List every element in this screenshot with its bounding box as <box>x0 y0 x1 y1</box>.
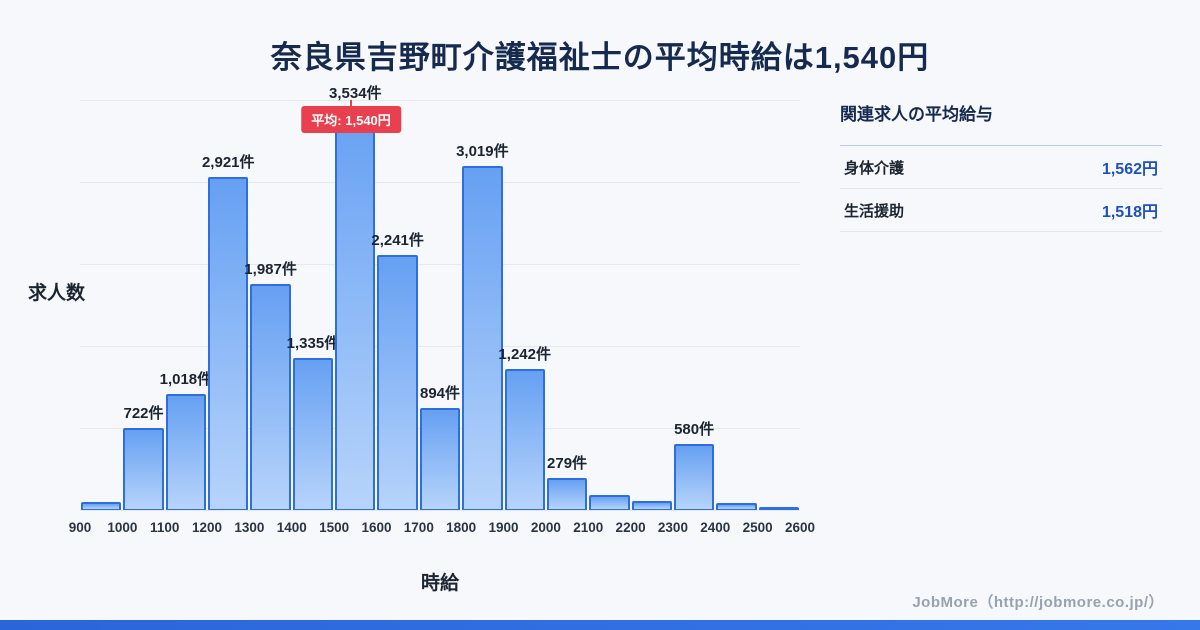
x-tick-label: 1000 <box>107 520 138 535</box>
bar-value-label: 2,921件 <box>201 154 255 172</box>
histogram-bar <box>335 107 376 510</box>
histogram-bar <box>250 283 291 510</box>
histogram-bar <box>208 177 249 510</box>
bar-value-label: 1,018件 <box>159 371 213 389</box>
x-tick-label: 2200 <box>615 520 646 535</box>
y-axis-label: 求人数 <box>28 283 86 304</box>
wage-histogram: 平均: 1,540円 722件 1,018件 2,921件 1,987件 1,335件 3… <box>80 85 800 511</box>
histogram-bar <box>419 408 461 510</box>
salary-row-value: 1,562円 <box>1101 161 1158 178</box>
bar-value-label: 894件 <box>419 385 461 403</box>
bar-value-label: 3,534件 <box>329 84 382 102</box>
salary-table: 身体介護 1,562円生活援助 1,518円 <box>840 145 1162 232</box>
grid-line <box>80 346 800 347</box>
x-tick-label: 2100 <box>573 520 604 535</box>
bar-value-label: 580件 <box>674 420 715 438</box>
bar-value-label: 1,987件 <box>244 260 297 278</box>
bar-value-label: 1,242件 <box>498 345 551 363</box>
average-badge: 平均: 1,540円 <box>301 106 401 133</box>
x-tick-label: 1300 <box>234 520 265 535</box>
x-tick-label: 1500 <box>319 520 350 535</box>
salary-row-value: 1,518円 <box>1101 204 1158 221</box>
salary-table-row: 生活援助 1,518円 <box>840 189 1162 232</box>
bar-value-label: 3,019件 <box>456 143 509 161</box>
histogram-bar <box>716 503 757 510</box>
histogram-bar <box>546 478 588 510</box>
x-tick-label: 1400 <box>276 520 307 535</box>
bar-value-label: 722件 <box>123 404 164 422</box>
x-tick-label: 1700 <box>403 520 434 535</box>
x-axis-label: 時給 <box>420 573 459 594</box>
x-tick-label: 1200 <box>192 520 223 535</box>
salary-row-label: 生活援助 <box>844 202 905 220</box>
x-axis-ticks: 900 1000 1100 1200 1300 1400 1500 1600 1700 1800 1… <box>69 520 815 540</box>
x-tick-label: 1100 <box>150 520 180 535</box>
x-tick-label: 2500 <box>742 520 773 535</box>
grid-line <box>80 264 800 265</box>
salary-row-label: 身体介護 <box>844 159 905 177</box>
related-jobs-title: 関連求人の平均給与 <box>840 105 993 124</box>
x-tick-label: 1800 <box>446 520 477 535</box>
x-tick-label: 2600 <box>784 520 816 535</box>
salary-table-row: 身体介護 1,562円 <box>840 146 1162 189</box>
bar-value-label: 2,241件 <box>371 231 424 249</box>
histogram-bar <box>504 368 545 510</box>
related-jobs-panel: 関連求人の平均給与 身体介護 1,562円生活援助 1,518円 <box>840 100 1162 232</box>
bottom-accent-bar <box>0 620 1200 630</box>
page-title: 奈良県吉野町介護福祉士の平均時給は1,540円 <box>270 40 930 75</box>
grid-line <box>80 510 800 511</box>
histogram-bar <box>673 443 715 510</box>
histogram-bar <box>292 357 334 510</box>
bar-value-label: 279件 <box>547 455 588 473</box>
histogram-bar <box>462 166 503 510</box>
x-tick-label: 900 <box>68 520 92 535</box>
bar-value-label: 1,335件 <box>286 334 340 352</box>
x-tick-label: 1600 <box>361 520 392 535</box>
histogram-bar <box>123 427 164 510</box>
credit-text: JobMore（http://jobmore.co.jp/） <box>912 594 1164 611</box>
histogram-bar <box>758 506 799 510</box>
grid-line <box>80 100 800 101</box>
x-tick-label: 1900 <box>488 520 519 535</box>
histogram-bar <box>81 502 122 510</box>
histogram-bar <box>165 394 207 510</box>
x-tick-label: 2300 <box>657 520 688 535</box>
histogram-bar <box>631 500 672 510</box>
x-tick-label: 2000 <box>530 520 561 535</box>
histogram-bar <box>589 495 630 510</box>
histogram-bar <box>377 254 418 510</box>
x-tick-label: 2400 <box>700 520 731 535</box>
grid-line <box>80 182 800 183</box>
